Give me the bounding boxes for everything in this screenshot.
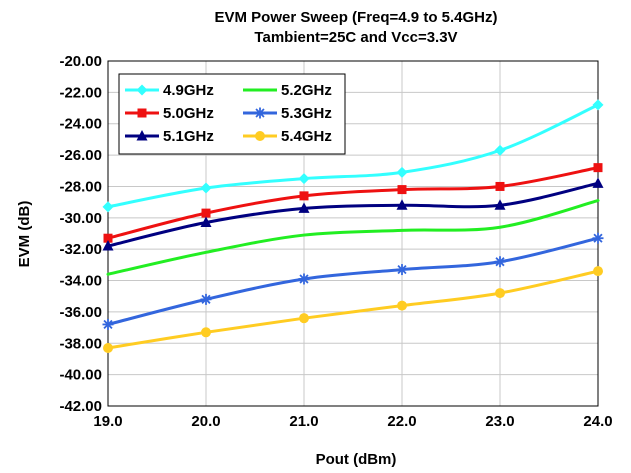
plot-area: -20.00 -22.00 -24.00 -26.00 -28.00 -30.00 -32.… xyxy=(59,53,612,430)
data-point-49ghz xyxy=(592,99,604,111)
legend-swatch-marker xyxy=(137,108,147,118)
x-tick-label: 24.0 xyxy=(583,413,612,430)
legend-swatch-marker xyxy=(255,131,265,141)
legend-entry-50ghz: 5.0GHz xyxy=(125,105,214,122)
x-tick-label: 19.0 xyxy=(93,413,122,430)
data-point-50ghz xyxy=(201,208,211,218)
series-line-53ghz xyxy=(106,236,600,326)
legend-label: 5.4GHz xyxy=(281,128,332,145)
legend-label: 5.2GHz xyxy=(281,82,332,99)
legend-entry-51ghz: 5.1GHz xyxy=(125,128,214,145)
data-point-54ghz xyxy=(495,288,505,299)
series-line-54ghz xyxy=(106,269,600,350)
data-point-51ghz xyxy=(102,240,114,251)
x-axis-label: Pout (dBm) xyxy=(316,451,397,468)
legend: 4.9GHz 5.0GHz 5.1GHz 5.2GHz 5.3GHz 5.4GHz xyxy=(118,73,346,155)
data-point-54ghz xyxy=(201,327,211,338)
data-point-50ghz xyxy=(103,233,113,243)
data-point-53ghz xyxy=(200,293,212,305)
series-line-52ghz xyxy=(106,199,600,276)
data-point-54ghz xyxy=(397,300,407,311)
y-tick-label: -26.00 xyxy=(59,147,102,164)
data-point-49ghz xyxy=(200,182,212,194)
data-point-53ghz xyxy=(102,318,114,330)
data-point-49ghz xyxy=(102,201,114,213)
data-point-49ghz xyxy=(298,173,310,185)
data-point-51ghz xyxy=(396,199,408,210)
y-tick-label: -20.00 xyxy=(59,53,102,70)
legend-entry-54ghz: 5.4GHz xyxy=(243,128,332,145)
data-point-51ghz xyxy=(298,202,310,213)
legend-entry-53ghz: 5.3GHz xyxy=(243,105,332,122)
data-point-49ghz xyxy=(396,166,408,178)
y-tick-label: -42.00 xyxy=(59,398,102,415)
series-52ghz xyxy=(106,199,600,276)
legend-label: 5.0GHz xyxy=(163,105,214,122)
data-point-50ghz xyxy=(593,163,603,173)
series-51ghz xyxy=(102,177,604,251)
legend-entry-52ghz: 5.2GHz xyxy=(243,82,332,99)
series-53ghz xyxy=(102,232,604,330)
series-line-51ghz xyxy=(106,181,600,248)
legend-entry-49ghz: 4.9GHz xyxy=(125,82,214,99)
series-line-49ghz xyxy=(106,103,600,209)
y-tick-label: -34.00 xyxy=(59,273,102,290)
data-point-53ghz xyxy=(298,273,310,285)
y-tick-label: -40.00 xyxy=(59,367,102,384)
legend-label: 4.9GHz xyxy=(163,82,214,99)
data-point-54ghz xyxy=(103,342,113,353)
series-54ghz xyxy=(103,266,603,353)
x-tick-label: 22.0 xyxy=(387,413,416,430)
chart-subtitle: Tambient=25C and Vcc=3.3V xyxy=(254,29,457,46)
x-tick-label: 23.0 xyxy=(485,413,514,430)
data-point-50ghz xyxy=(299,191,309,201)
y-tick-label: -24.00 xyxy=(59,116,102,133)
series-line-50ghz xyxy=(106,166,600,240)
data-point-53ghz xyxy=(494,256,506,268)
y-tick-label: -30.00 xyxy=(59,210,102,227)
chart-title: EVM Power Sweep (Freq=4.9 to 5.4GHz) xyxy=(215,9,498,26)
x-tick-label: 21.0 xyxy=(289,413,318,430)
data-point-54ghz xyxy=(593,266,603,277)
legend-swatch-marker xyxy=(254,107,266,119)
y-tick-label: -32.00 xyxy=(59,241,102,258)
series-49ghz xyxy=(102,99,604,213)
y-tick-label: -28.00 xyxy=(59,178,102,195)
data-point-54ghz xyxy=(299,313,309,324)
y-tick-label: -22.00 xyxy=(59,84,102,101)
legend-label: 5.1GHz xyxy=(163,128,214,145)
data-point-53ghz xyxy=(592,232,604,244)
data-point-51ghz xyxy=(494,199,506,210)
data-point-51ghz xyxy=(592,177,604,188)
data-point-53ghz xyxy=(396,264,408,276)
data-point-49ghz xyxy=(494,144,506,156)
data-point-50ghz xyxy=(397,185,407,195)
legend-swatch-marker xyxy=(136,84,148,96)
data-point-50ghz xyxy=(495,181,505,191)
legend-swatch-marker xyxy=(136,130,148,141)
x-tick-label: 20.0 xyxy=(191,413,220,430)
data-point-51ghz xyxy=(200,216,212,228)
series-50ghz xyxy=(103,163,603,243)
y-tick-label: -36.00 xyxy=(59,304,102,321)
y-tick-label: -38.00 xyxy=(59,335,102,352)
y-axis-label: EVM (dB) xyxy=(16,201,33,268)
legend-label: 5.3GHz xyxy=(281,105,332,122)
